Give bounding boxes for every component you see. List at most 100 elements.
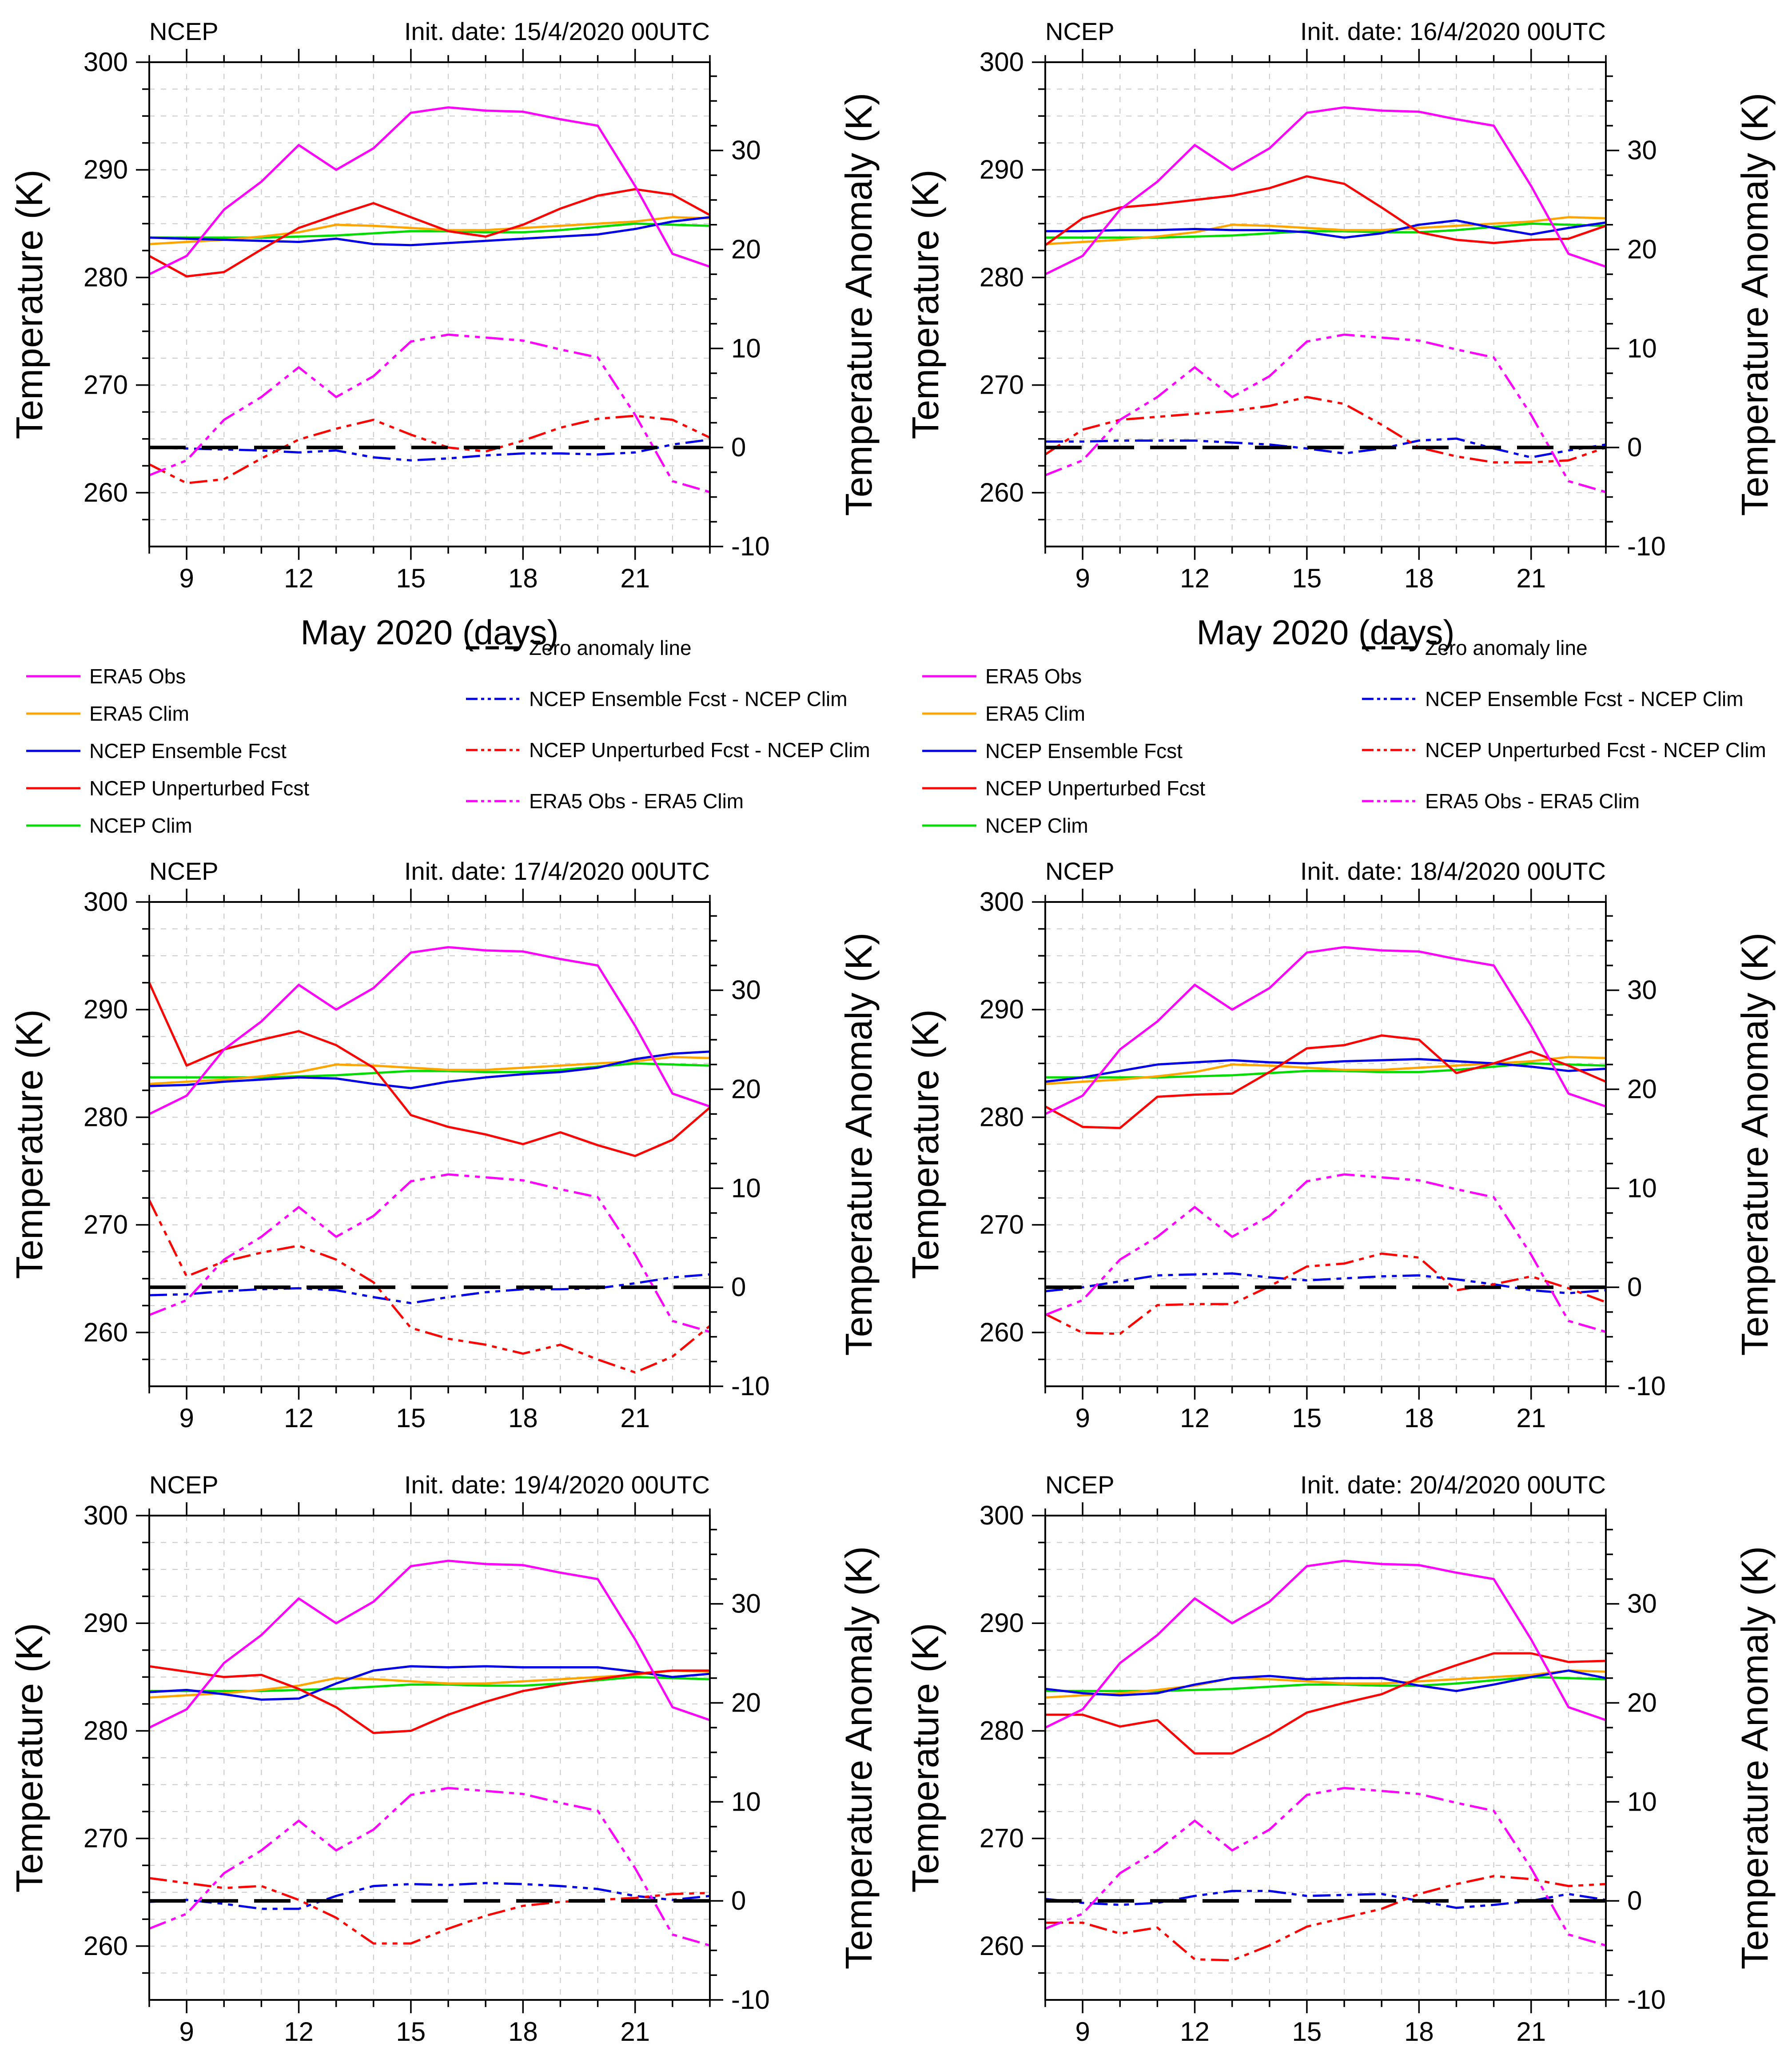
- legend-swatch-solid: [26, 750, 80, 752]
- svg-text:9: 9: [179, 2017, 194, 2047]
- axis-ticks: [1032, 1502, 1619, 2013]
- ncep-unperturbed-fcst-line: [148, 982, 711, 1157]
- left-axis-title: Temperature (K): [8, 1623, 50, 1893]
- legend-item: NCEP Clim: [24, 807, 309, 844]
- svg-text:18: 18: [508, 1403, 538, 1433]
- axis-ticks: [136, 49, 723, 560]
- axis-ticks: [1032, 889, 1619, 1400]
- legend-block-1: May 2020 (days) ERA5 Obs ERA5 Clim NCEP Ens…: [0, 600, 896, 840]
- panel-title-right: Init. date: 16/4/2020 00UTC: [1300, 17, 1606, 45]
- panel-title-left: NCEP: [1045, 1471, 1115, 1499]
- svg-text:280: 280: [980, 262, 1024, 292]
- chart-svg: 260 270 280 290 300 -10 0 10 20 30 9 12 15 18 21 NCEP In…: [904, 1471, 1776, 2047]
- svg-text:21: 21: [1516, 563, 1546, 593]
- svg-text:9: 9: [1075, 2017, 1090, 2047]
- right-axis-title: Temperature Anomaly (K): [838, 933, 880, 1356]
- ncep-unperturbed-fcst-line: [149, 1665, 710, 1734]
- svg-text:270: 270: [84, 1824, 128, 1853]
- axis-ticks: [136, 1502, 723, 2013]
- axis-ticks: [1032, 49, 1619, 560]
- legend-label: NCEP Unperturbed Fcst: [985, 777, 1206, 800]
- ncep-unperturbed-minus-clim-line: [1044, 1252, 1606, 1335]
- svg-text:270: 270: [980, 1210, 1024, 1240]
- x-axis-title: May 2020 (days): [1196, 613, 1455, 652]
- panel-title-right: Init. date: 19/4/2020 00UTC: [404, 1471, 710, 1499]
- svg-text:9: 9: [179, 563, 194, 593]
- legend-label: NCEP Unperturbed Fcst - NCEP Clim: [1425, 738, 1766, 762]
- legend-swatch-solid: [922, 750, 976, 752]
- svg-text:260: 260: [84, 1931, 128, 1961]
- panel-title-left: NCEP: [149, 17, 219, 45]
- svg-text:10: 10: [731, 1787, 761, 1816]
- svg-text:20: 20: [1627, 1074, 1657, 1104]
- chart-init-18-4: 260 270 280 290 300 -10 0 10 20 30 9 12 15 18 21 NCEP In…: [896, 840, 1792, 1440]
- svg-text:18: 18: [1404, 563, 1434, 593]
- legend-swatch-solid: [26, 824, 80, 827]
- legend-item: ERA5 Obs - ERA5 Clim: [464, 775, 870, 826]
- svg-text:-10: -10: [1627, 531, 1666, 561]
- era5-clim-line: [1045, 216, 1606, 245]
- gridlines: [149, 1516, 710, 2000]
- legend-block-2: May 2020 (days) ERA5 Obs ERA5 Clim NCEP Ens…: [896, 600, 1792, 840]
- svg-text:15: 15: [1292, 563, 1322, 593]
- gridlines: [1045, 902, 1606, 1386]
- ncep-ensemble-fcst-line: [1045, 1669, 1606, 1696]
- chart-init-15-4: 260 270 280 290 300 -10 0 10 20 30 9 12 15 18 21 NCEP In…: [0, 0, 896, 600]
- panel-init-18-4: 260 270 280 290 300 -10 0 10 20 30 9 12 15 18 21 NCEP In…: [896, 840, 1792, 1453]
- legend-label: ERA5 Obs: [985, 665, 1082, 688]
- left-axis-title: Temperature (K): [904, 1623, 946, 1893]
- svg-text:15: 15: [1292, 1403, 1322, 1433]
- left-axis-title: Temperature (K): [904, 170, 946, 439]
- era5-obs-line: [1044, 106, 1606, 275]
- svg-text:0: 0: [731, 1272, 746, 1302]
- era5-obs-minus-clim-line: [149, 333, 710, 493]
- legend-left-column: ERA5 Obs ERA5 Clim NCEP Ensemble Fcst NCEP …: [24, 658, 309, 844]
- svg-text:30: 30: [731, 136, 761, 165]
- legend-item: NCEP Ensemble Fcst - NCEP Clim: [1360, 673, 1766, 724]
- legend-item: ERA5 Obs - ERA5 Clim: [1360, 775, 1766, 826]
- ncep-ensemble-fcst-line: [149, 1050, 710, 1089]
- svg-text:18: 18: [1404, 1403, 1434, 1433]
- svg-text:290: 290: [84, 1608, 128, 1638]
- legend-swatch-solid: [922, 675, 976, 678]
- svg-text:18: 18: [508, 2017, 538, 2047]
- panel-title-left: NCEP: [149, 857, 219, 885]
- tick-labels: 260 270 280 290 300 -10 0 10 20 30 9 12 15 18 21: [84, 47, 770, 593]
- right-axis-title: Temperature Anomaly (K): [1734, 1546, 1776, 1969]
- chart-svg: 260 270 280 290 300 -10 0 10 20 30 9 12 15 18 21 NCEP In…: [904, 17, 1776, 593]
- svg-text:30: 30: [1627, 136, 1657, 165]
- era5-clim-line: [1045, 1056, 1606, 1085]
- era5-obs-minus-clim-line: [1045, 1173, 1606, 1333]
- svg-text:21: 21: [620, 563, 650, 593]
- legend-swatch-solid: [26, 712, 80, 715]
- svg-text:9: 9: [1075, 563, 1090, 593]
- gridlines: [149, 62, 710, 547]
- svg-text:12: 12: [284, 1403, 314, 1433]
- era5-obs-minus-clim-line: [1045, 1787, 1606, 1947]
- svg-text:-10: -10: [1627, 1985, 1666, 2015]
- ncep-ensemble-fcst-line: [149, 1665, 710, 1701]
- svg-text:12: 12: [1180, 563, 1210, 593]
- legend-item: ERA5 Obs: [920, 658, 1205, 695]
- ncep-ensemble-minus-clim-line: [149, 1273, 710, 1305]
- svg-text:0: 0: [1627, 1886, 1642, 1915]
- legend-swatch-longdash: [1362, 646, 1416, 649]
- legend-label: ERA5 Obs: [89, 665, 186, 688]
- era5-obs-line: [1044, 1560, 1606, 1729]
- era5-obs-minus-clim-line: [149, 1787, 710, 1947]
- legend-item: Zero anomaly line: [1360, 622, 1766, 673]
- panel-title-right: Init. date: 15/4/2020 00UTC: [404, 17, 710, 45]
- ncep-unperturbed-minus-clim-line: [148, 1199, 711, 1374]
- panel-init-20-4: 260 270 280 290 300 -10 0 10 20 30 9 12 15 18 21 NCEP In…: [896, 1453, 1792, 2067]
- svg-text:300: 300: [980, 1500, 1024, 1530]
- left-axis-title: Temperature (K): [8, 170, 50, 439]
- svg-text:300: 300: [84, 47, 128, 77]
- legend-item: ERA5 Clim: [920, 695, 1205, 732]
- tick-labels: 260 270 280 290 300 -10 0 10 20 30 9 12 15 18 21: [980, 887, 1666, 1433]
- ncep-ensemble-minus-clim-line: [1045, 437, 1606, 459]
- ncep-unperturbed-minus-clim-line: [1044, 396, 1606, 464]
- legend-swatch-solid: [922, 787, 976, 790]
- right-axis-title: Temperature Anomaly (K): [1734, 933, 1776, 1356]
- era5-clim-line: [1045, 1669, 1606, 1699]
- legend-label: NCEP Clim: [985, 814, 1088, 837]
